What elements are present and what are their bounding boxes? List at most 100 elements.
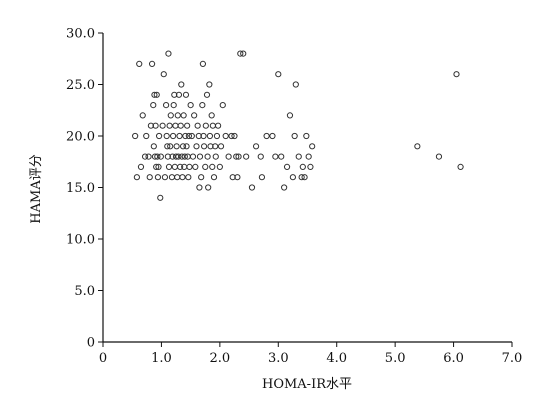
y-tick-label: 25.0 [66, 78, 95, 93]
data-point [154, 174, 162, 181]
data-point [272, 153, 279, 160]
data-point [196, 184, 203, 191]
data-point [132, 132, 139, 140]
data-point [154, 153, 161, 160]
data-point [193, 143, 200, 150]
data-point [206, 132, 214, 140]
data-point [147, 122, 155, 129]
y-tick-label: 10.0 [66, 233, 95, 248]
data-point [163, 132, 170, 140]
data-point [170, 102, 177, 109]
data-point [303, 132, 310, 140]
y-tick-label: 5.0 [74, 284, 95, 299]
data-point [269, 132, 276, 140]
data-point [457, 163, 464, 170]
data-point [179, 143, 187, 150]
data-point [170, 132, 177, 140]
data-point [235, 153, 242, 160]
data-point [183, 143, 190, 150]
data-point [137, 163, 145, 170]
data-point [199, 102, 206, 109]
data-point [185, 132, 192, 140]
x-tick-label: 6.0 [443, 351, 464, 366]
data-point [257, 153, 264, 160]
data-point [275, 71, 282, 78]
data-point [182, 132, 189, 140]
data-point [172, 153, 180, 160]
data-point [229, 174, 236, 181]
data-point [453, 71, 460, 78]
data-point [184, 122, 191, 129]
data-point [225, 153, 232, 160]
data-point [169, 153, 176, 160]
data-point [145, 153, 152, 160]
data-point [148, 60, 156, 68]
data-point [153, 163, 160, 170]
x-tick-label: 5.0 [385, 351, 406, 366]
data-point [151, 91, 158, 98]
data-point [168, 174, 176, 181]
data-point [286, 112, 294, 119]
data-point [292, 81, 299, 88]
data-point [204, 153, 211, 160]
data-point [192, 163, 199, 170]
data-point [208, 112, 215, 119]
data-point [209, 163, 216, 170]
data-point [237, 50, 244, 57]
data-point [157, 153, 164, 160]
data-point [178, 81, 185, 88]
data-point [212, 143, 219, 150]
data-point [248, 184, 256, 191]
data-point [435, 153, 443, 160]
data-point [212, 153, 219, 160]
data-point [194, 122, 201, 129]
x-axis-title: HOMA-IR水平 [262, 377, 352, 392]
data-point [295, 153, 302, 160]
data-point [173, 143, 180, 150]
data-point [222, 132, 229, 140]
data-point [172, 122, 179, 129]
data-point [174, 174, 181, 181]
data-point [205, 184, 212, 191]
data-point [186, 163, 193, 170]
data-point [179, 174, 186, 181]
data-point [180, 112, 187, 119]
data-point [178, 153, 185, 160]
data-point [177, 163, 184, 170]
data-point [191, 112, 198, 119]
data-point [155, 132, 163, 140]
data-point [176, 132, 183, 140]
data-point [164, 153, 171, 160]
data-point [202, 163, 209, 170]
y-axis-title: HAMA评分 [29, 154, 44, 223]
data-point [157, 194, 164, 201]
data-point [133, 174, 140, 181]
data-point [175, 91, 183, 98]
data-point [233, 153, 240, 160]
data-point [150, 143, 157, 150]
data-point [234, 174, 241, 181]
x-tick-label: 2.0 [210, 351, 231, 366]
x-tick-label: 4.0 [326, 351, 347, 366]
data-point [228, 132, 235, 140]
data-point [299, 163, 306, 170]
data-point [240, 50, 247, 57]
data-point [136, 60, 143, 68]
x-tick-label: 7.0 [502, 351, 523, 366]
data-point [215, 122, 222, 129]
data-point [263, 132, 270, 140]
data-point [202, 122, 209, 129]
data-point [151, 153, 159, 160]
data-point [188, 132, 195, 140]
data-point [206, 81, 213, 88]
data-point [171, 163, 178, 170]
data-point [164, 143, 171, 150]
data-point [231, 132, 238, 140]
data-point [141, 153, 149, 160]
data-point [213, 132, 221, 140]
data-point [182, 91, 190, 98]
data-point [153, 91, 160, 98]
data-point [309, 143, 316, 150]
data-point [198, 174, 205, 181]
x-axis-ticks: 0 1.0 2.0 3.0 4.0 5.0 6.0 7.0 [99, 342, 522, 366]
